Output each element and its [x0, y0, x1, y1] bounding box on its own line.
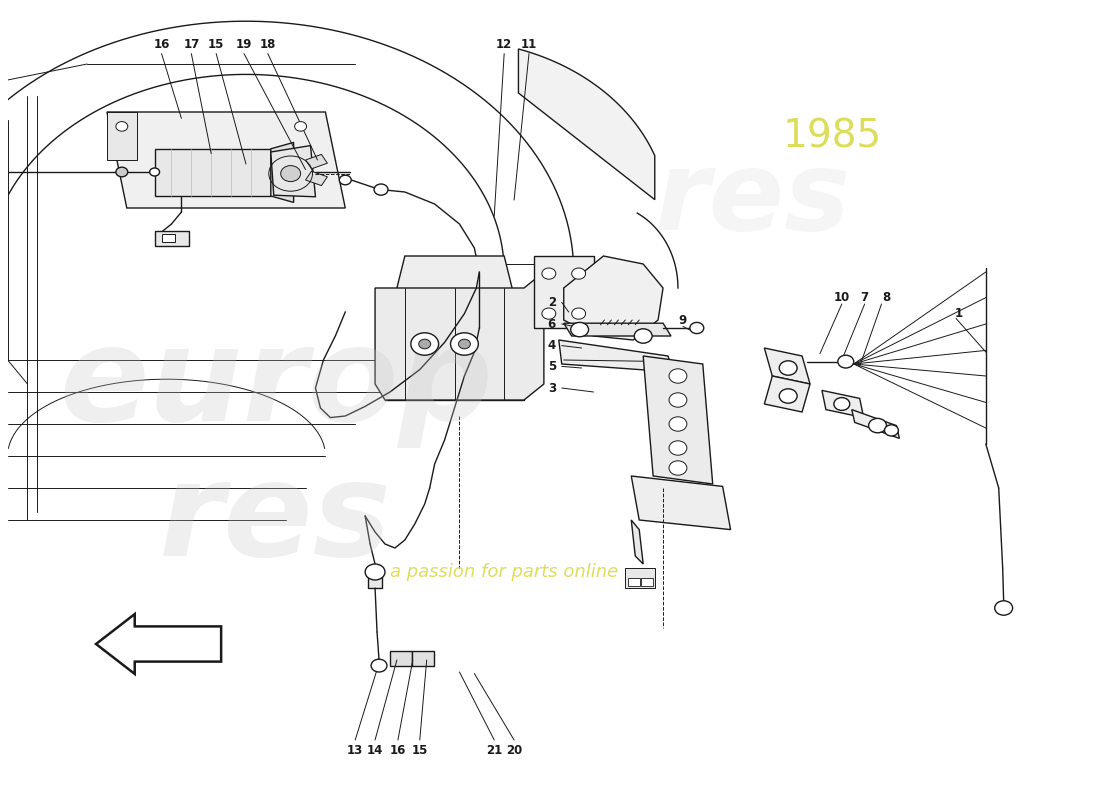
Text: res: res [160, 457, 393, 583]
Circle shape [410, 333, 439, 355]
Bar [628, 578, 640, 586]
Polygon shape [631, 476, 730, 530]
Text: 2: 2 [548, 296, 556, 309]
Bar [162, 234, 176, 242]
Bar [155, 231, 189, 246]
Circle shape [374, 184, 388, 195]
Text: 13: 13 [348, 744, 363, 757]
Text: 17: 17 [184, 38, 199, 50]
Polygon shape [563, 256, 663, 340]
Bar [641, 578, 653, 586]
Circle shape [884, 425, 899, 436]
Circle shape [542, 308, 556, 319]
Text: europ: europ [59, 321, 493, 447]
Circle shape [669, 417, 686, 431]
Circle shape [365, 564, 385, 580]
Circle shape [669, 369, 686, 383]
Polygon shape [385, 256, 524, 336]
Text: 10: 10 [834, 291, 850, 304]
Text: a passion for parts online: a passion for parts online [390, 563, 618, 581]
Circle shape [571, 322, 588, 337]
Polygon shape [559, 340, 673, 372]
Text: 7: 7 [860, 291, 869, 304]
Circle shape [779, 389, 798, 403]
Polygon shape [644, 356, 713, 484]
Polygon shape [563, 323, 671, 336]
Text: 21: 21 [486, 744, 503, 757]
Text: 15: 15 [208, 38, 224, 50]
Bar [368, 574, 382, 588]
Circle shape [838, 355, 854, 368]
Circle shape [994, 601, 1013, 615]
Circle shape [669, 441, 686, 455]
Text: 19: 19 [235, 38, 252, 50]
Polygon shape [764, 348, 810, 384]
Polygon shape [375, 272, 543, 400]
Circle shape [339, 175, 351, 185]
Text: 8: 8 [882, 291, 891, 304]
Bar [625, 568, 656, 588]
Polygon shape [107, 112, 345, 208]
Circle shape [669, 393, 686, 407]
Polygon shape [764, 376, 810, 412]
Text: 14: 14 [367, 744, 383, 757]
Circle shape [116, 167, 128, 177]
Polygon shape [822, 390, 864, 418]
Circle shape [690, 322, 704, 334]
Text: 9: 9 [679, 314, 688, 326]
Polygon shape [155, 149, 271, 196]
Circle shape [834, 398, 849, 410]
Polygon shape [96, 614, 221, 674]
Bar [534, 256, 594, 328]
Bar [390, 651, 411, 666]
Circle shape [542, 268, 556, 279]
Circle shape [669, 461, 686, 475]
Circle shape [371, 659, 387, 672]
Bar [411, 651, 433, 666]
Circle shape [572, 308, 585, 319]
Polygon shape [385, 336, 524, 400]
Circle shape [869, 418, 887, 433]
Circle shape [150, 168, 160, 176]
Circle shape [295, 122, 307, 131]
Text: 3: 3 [548, 382, 556, 394]
Text: 4: 4 [548, 339, 556, 352]
Polygon shape [306, 171, 328, 186]
Circle shape [419, 339, 431, 349]
Circle shape [459, 339, 471, 349]
Text: 20: 20 [506, 744, 522, 757]
Circle shape [280, 166, 300, 182]
Text: res: res [654, 146, 850, 254]
Polygon shape [271, 146, 316, 197]
Polygon shape [306, 154, 328, 169]
Text: 5: 5 [548, 360, 556, 373]
Circle shape [635, 329, 652, 343]
Text: 18: 18 [260, 38, 276, 50]
Circle shape [779, 361, 798, 375]
Circle shape [116, 122, 128, 131]
Text: 1: 1 [955, 307, 962, 320]
Polygon shape [631, 520, 644, 564]
Text: 15: 15 [411, 744, 428, 757]
Polygon shape [107, 112, 136, 160]
Text: 12: 12 [496, 38, 513, 50]
Circle shape [451, 333, 478, 355]
Polygon shape [518, 49, 654, 200]
Text: 6: 6 [548, 318, 556, 330]
Polygon shape [271, 142, 294, 202]
Text: 1985: 1985 [782, 117, 881, 155]
Text: 16: 16 [153, 38, 169, 50]
Text: 16: 16 [389, 744, 406, 757]
Text: 11: 11 [521, 38, 537, 50]
Circle shape [572, 268, 585, 279]
Polygon shape [851, 410, 900, 438]
